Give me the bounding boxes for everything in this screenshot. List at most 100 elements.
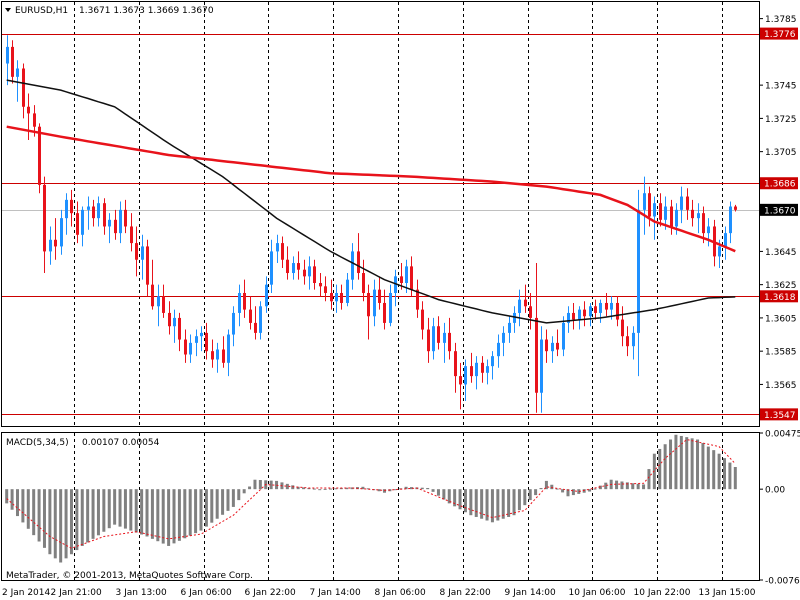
price-level-badge [760,408,798,421]
candle-body [335,292,338,302]
candle-body [643,193,646,210]
macd-histogram-bar [172,489,176,544]
candle-body [448,332,451,352]
candle-body [400,276,403,284]
macd-histogram-bar [528,489,532,501]
macd-histogram-bar [167,489,171,546]
candle-body [308,266,311,277]
macd-histogram-bar [728,462,732,490]
macd-histogram-bar [291,485,295,490]
candle-body [81,209,84,235]
candle-body [670,206,673,227]
dropdown-triangle-icon[interactable] [5,8,11,12]
candlestick-series [6,35,737,413]
candle-body [265,284,268,307]
macd-histogram-bar [663,444,667,490]
macd-histogram-bar [156,489,160,542]
macd-histogram-bar [10,489,14,510]
candle-body [491,356,494,367]
price-level-label: 1.3776 [764,30,796,40]
macd-histogram-bar [80,489,84,546]
macd-histogram-bar [480,489,484,519]
candle-body [189,342,192,355]
candle-body [103,203,106,227]
macd-histogram-bar [334,488,338,490]
macd-histogram-bar [382,489,386,493]
candle-body [599,302,602,313]
candle-body [416,289,419,310]
macd-histogram-bar [393,489,397,491]
price-panel-frame [1,1,760,427]
candle-body [70,199,73,214]
price-tick-label: 1.3605 [765,314,797,324]
candle-body [540,339,543,393]
candle-body [616,302,619,320]
macd-histogram-bar [706,446,710,490]
candle-body [292,263,295,274]
macd-histogram-bar [447,489,451,504]
candle-body [211,351,214,360]
candle-body [243,292,246,310]
time-tick-label: 2 Jan 21:00 [51,588,103,598]
macd-histogram-bar [150,489,154,539]
candle-body [464,366,467,385]
candle-body [389,292,392,323]
macd-histogram-bar [404,486,408,490]
macd-histogram-bar [296,486,300,490]
candle-body [718,246,721,257]
candle-body [383,302,386,323]
macd-histogram-bar [431,489,435,492]
candle-body [729,206,732,234]
candle-body [151,284,154,307]
macd-histogram-bar [86,489,90,543]
candle-body [6,46,9,64]
candle-body [108,219,111,227]
macd-histogram-bar [350,487,354,490]
macd-histogram-bar [620,481,624,490]
candle-body [11,46,14,77]
macd-histogram-bar [409,487,413,490]
macd-histogram-bar [534,489,538,496]
horizontal-levels [2,34,759,415]
candle-body [686,196,689,210]
macd-histogram-bar [453,489,457,507]
candle-body [621,319,624,337]
time-tick-label: 9 Jan 14:00 [505,588,557,598]
macd-histogram-bar [490,489,494,523]
copyright-text: MetaTrader, © 2001-2013, MetaQuotes Soft… [6,571,253,581]
candle-body [297,263,300,270]
macd-histogram-bar [442,489,446,500]
price-level-label: 1.3618 [764,293,796,303]
candle-body [578,309,581,320]
ma-fast-line [6,79,736,324]
macd-title: MACD(5,34,5) [6,438,69,448]
ma-slow-line [6,125,736,253]
candle-body [54,239,57,247]
candle-body [529,306,532,318]
macd-histogram-bar [636,483,640,490]
candle-body [583,309,586,317]
macd-histogram-bar [102,489,106,532]
candle-body [92,206,95,219]
macd-histogram-bar [258,480,262,490]
macd-histogram-bar [501,489,505,519]
macd-histogram-bar [474,489,478,517]
candle-body [605,302,608,310]
candle-body [610,302,613,310]
candle-body [626,336,629,347]
candle-body [346,279,349,303]
macd-histogram-bar [615,480,619,490]
candle-body [162,296,165,313]
candle-body [130,226,133,244]
candle-body [27,106,30,114]
candle-body [459,376,462,385]
candle-body [675,209,678,227]
price-tick-label: 1.3705 [765,148,797,158]
candle-body [141,246,144,260]
macd-histogram-bar [426,487,430,490]
candle-body [222,349,225,363]
macd-histogram-bar [248,486,252,490]
vertical-gridlines [74,2,723,580]
macd-histogram-bar [679,435,683,490]
